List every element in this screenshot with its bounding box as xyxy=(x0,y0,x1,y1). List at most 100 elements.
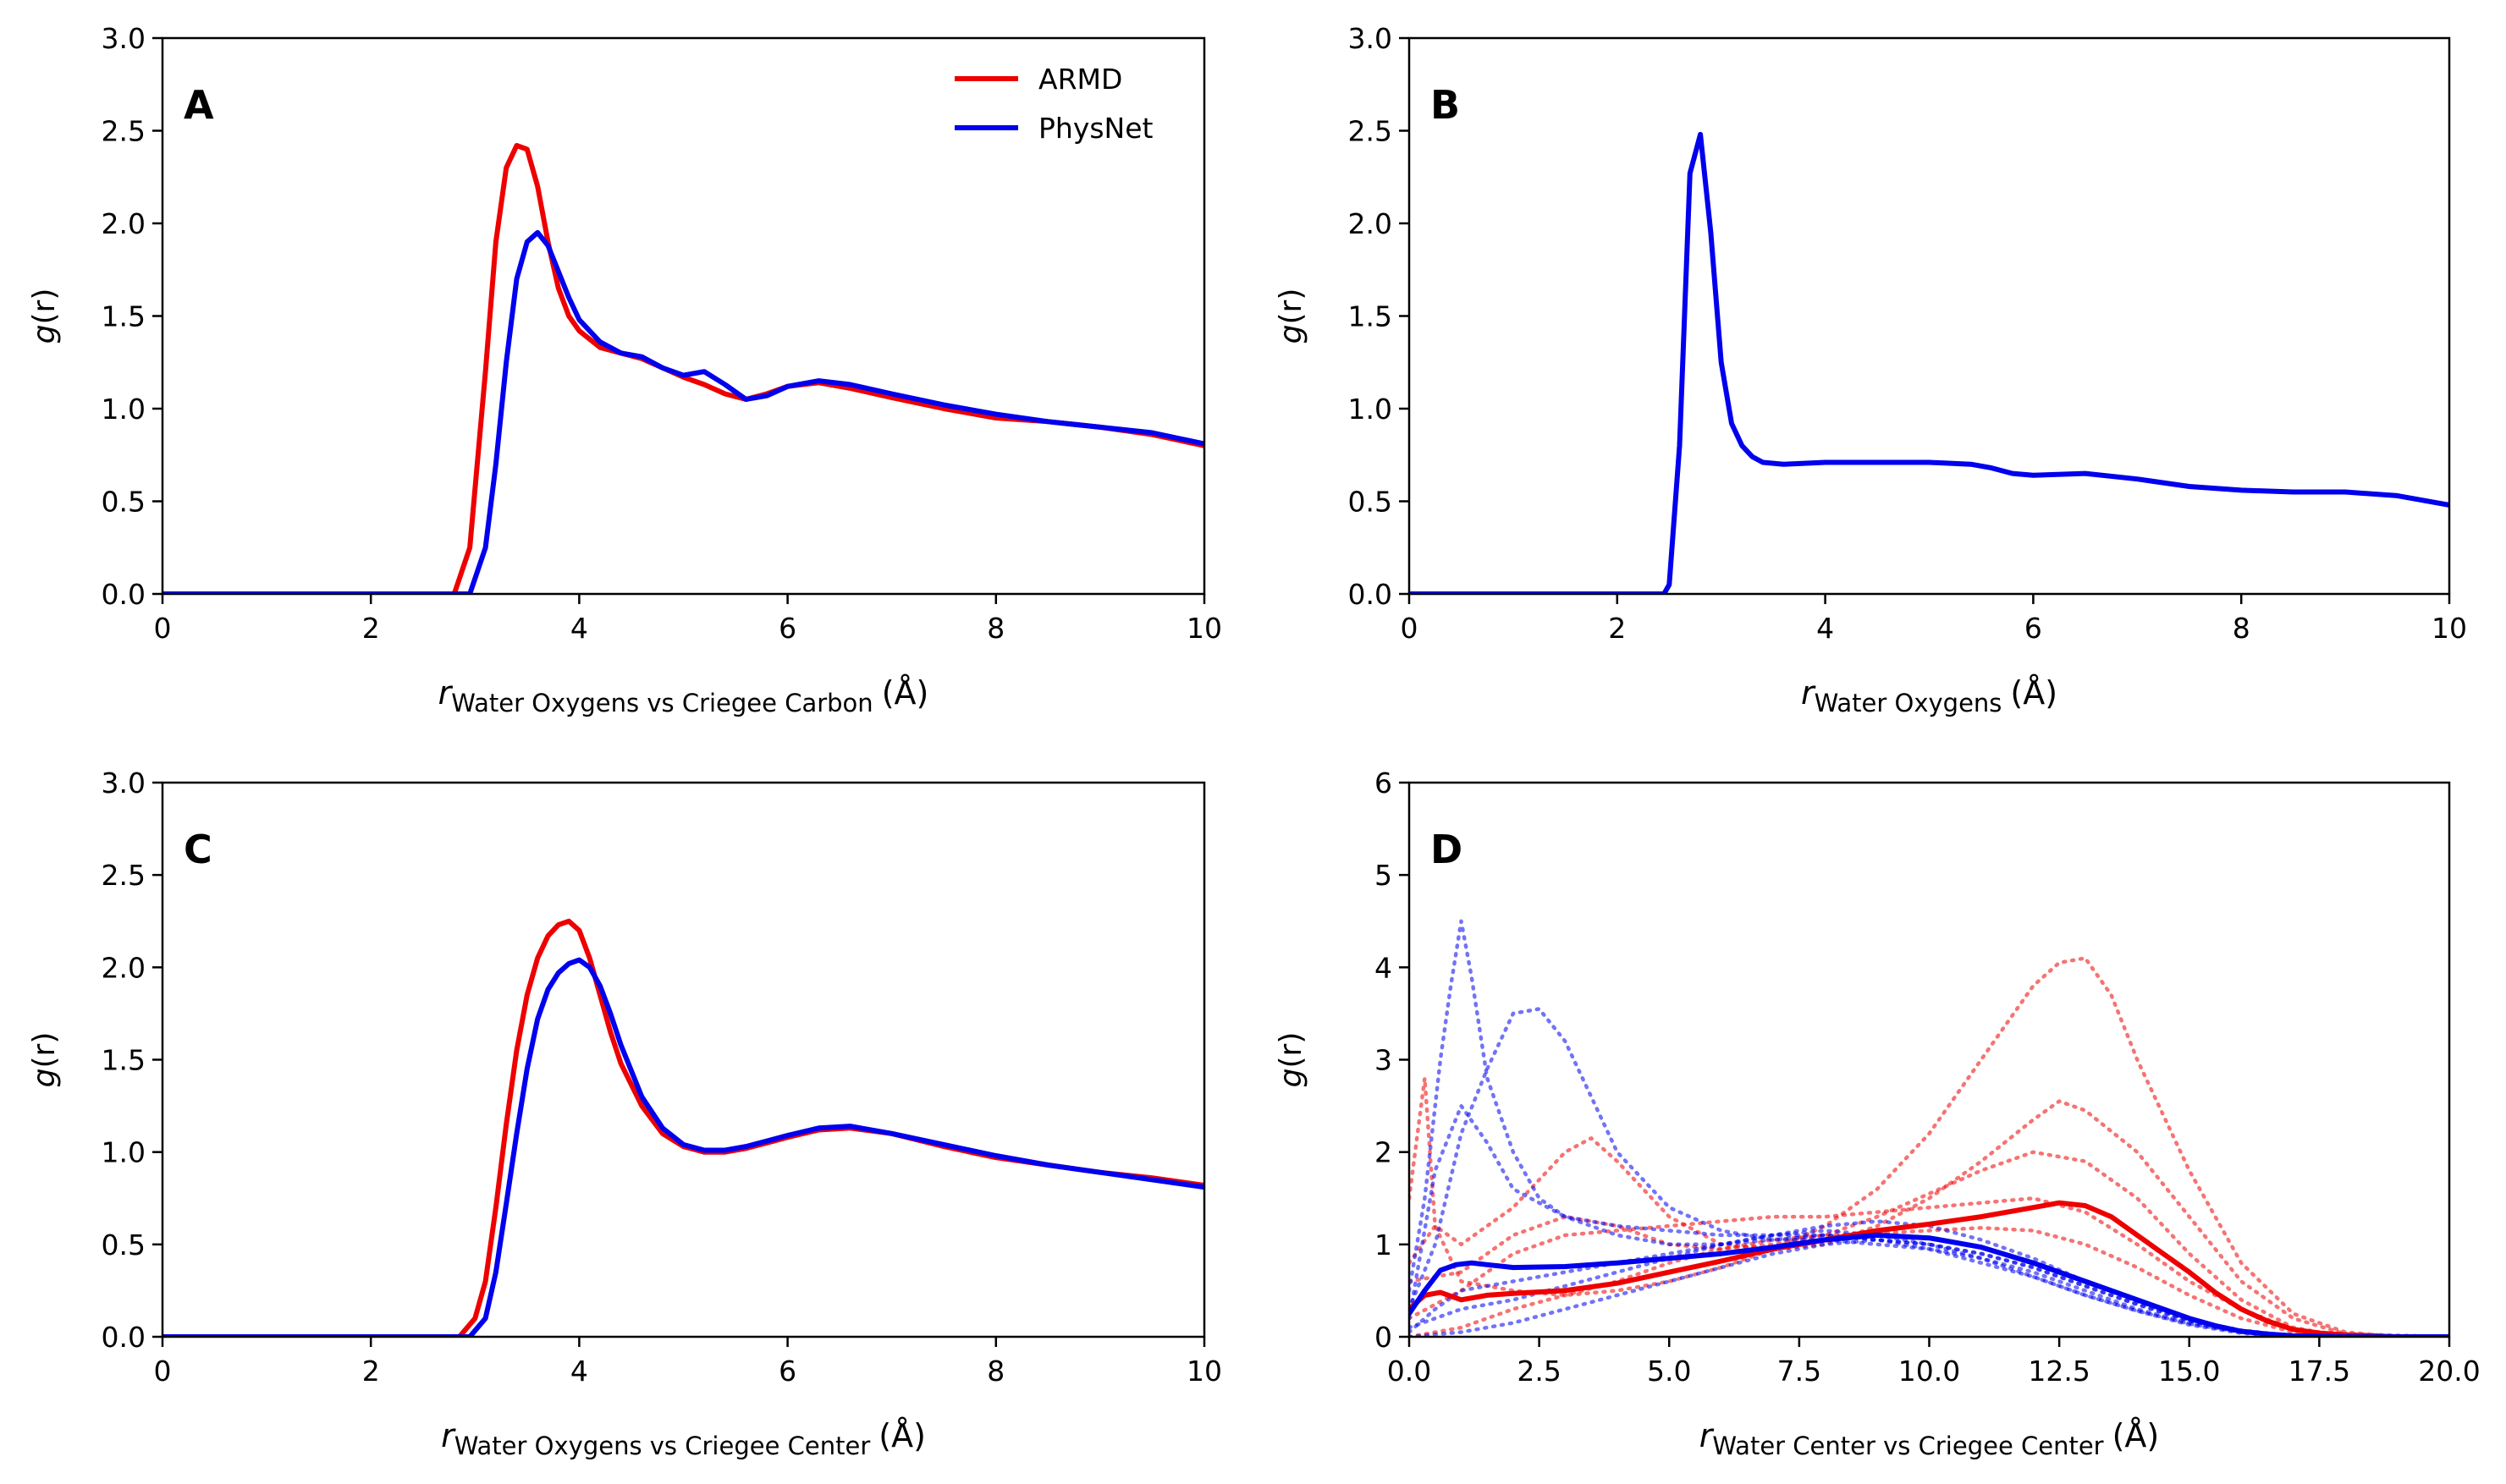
y-tick-label: 1.0 xyxy=(102,1136,146,1169)
x-tick-label: 6 xyxy=(2024,612,2042,645)
y-tick-label: 2.5 xyxy=(102,115,146,148)
y-tick-label: 2.0 xyxy=(102,951,146,984)
x-axis-label: rWater Oxygens vs Criegee Center (Å) xyxy=(441,1417,926,1460)
y-axis-label-symbol: g xyxy=(1274,1069,1308,1088)
x-tick-label: 8 xyxy=(987,1355,1005,1388)
y-tick-label: 0 xyxy=(1374,1321,1392,1354)
y-tick-label: 1.5 xyxy=(102,1044,146,1077)
panel-label: D xyxy=(1430,827,1462,872)
y-tick-label: 2.5 xyxy=(1348,115,1392,148)
x-tick-label: 0.0 xyxy=(1387,1355,1431,1388)
plot-area xyxy=(1409,919,2449,1337)
y-tick-label: 1.5 xyxy=(1348,300,1392,333)
series-line-armd-replica-dotted--6 xyxy=(1409,1225,2449,1337)
panel-label: C xyxy=(184,827,212,872)
y-tick-label: 5 xyxy=(1374,859,1392,892)
y-tick-label: 1.5 xyxy=(102,300,146,333)
y-tick-label: 0.5 xyxy=(1348,486,1392,519)
y-axis-label: g(r) xyxy=(1274,289,1308,344)
x-axis-label-subscript: Water Oxygens vs Criegee Center xyxy=(454,1432,871,1460)
x-tick-label: 2 xyxy=(362,1355,380,1388)
y-tick-label: 3.0 xyxy=(1348,22,1392,55)
y-axis-label-arg: (r) xyxy=(27,1032,62,1069)
x-axis-label-symbol: r xyxy=(1699,1417,1715,1454)
x-tick-label: 10 xyxy=(1187,1355,1222,1388)
y-tick-label: 0.5 xyxy=(102,486,146,519)
y-axis-label-arg: (r) xyxy=(1274,289,1308,325)
y-tick-label: 1 xyxy=(1374,1228,1392,1261)
series-line-armd-0 xyxy=(1409,1200,2449,1337)
x-tick-label: 2 xyxy=(1608,612,1626,645)
legend: ARMD PhysNet xyxy=(955,63,1154,145)
y-tick-label: 2 xyxy=(1374,1136,1392,1169)
x-tick-label: 8 xyxy=(2233,612,2250,645)
y-tick-label: 0.0 xyxy=(102,578,146,611)
series-line-physnet-1 xyxy=(162,957,1204,1337)
x-axis-label: rWater Oxygens (Å) xyxy=(1801,674,2057,717)
x-axis-label-unit: (Å) xyxy=(882,674,929,712)
plot-area xyxy=(1409,131,2449,594)
x-tick-label: 6 xyxy=(779,612,796,645)
series-line-armd-replica-dotted--2 xyxy=(1409,956,2449,1337)
y-tick-label: 6 xyxy=(1374,767,1392,800)
series-line-physnet-replica-dotted--9 xyxy=(1409,1103,2449,1337)
panel-b: 0 2 4 6 8 10 0.0 0.5 1.0 1.5 2.0 2.5 3.0 Bg(r) rWater … xyxy=(1274,22,2467,717)
y-tick-label: 3 xyxy=(1374,1044,1392,1077)
panel-label: B xyxy=(1430,82,1460,128)
series-line-armd-replica-dotted--5 xyxy=(1409,1196,2449,1337)
y-tick-label: 3.0 xyxy=(102,767,146,800)
y-tick-label: 0.5 xyxy=(102,1228,146,1261)
panels: 0 2 4 6 8 100.00.51.01.52.02.53.0Ag(r)rWater … xyxy=(27,22,2481,1460)
x-tick-label: 0 xyxy=(154,1355,172,1388)
x-tick-label: 4 xyxy=(570,1355,588,1388)
x-tick-label: 15.0 xyxy=(2158,1355,2220,1388)
series-line-physnet-0 xyxy=(1409,131,2449,594)
x-tick-label: 10.0 xyxy=(1898,1355,1960,1388)
x-axis-label-symbol: r xyxy=(1801,674,1816,712)
y-tick-label: 0.0 xyxy=(102,1321,146,1354)
y-axis-label-symbol: g xyxy=(27,325,62,344)
x-tick-label: 2.5 xyxy=(1517,1355,1561,1388)
x-axis-label-symbol: r xyxy=(438,674,454,712)
plot-area xyxy=(162,143,1204,594)
x-axis-label-unit: (Å) xyxy=(878,1417,926,1454)
x-tick-label: 2 xyxy=(362,612,380,645)
y-axis-label-arg: (r) xyxy=(1274,1032,1308,1069)
y-axis-label-symbol: g xyxy=(27,1069,62,1088)
y-tick-label: 3.0 xyxy=(102,22,146,55)
series-line-armd-replica-dotted--3 xyxy=(1409,1099,2449,1337)
x-tick-label: 4 xyxy=(570,612,588,645)
y-axis-label: g(r) xyxy=(27,289,62,344)
x-tick-label: 10 xyxy=(2432,612,2467,645)
y-axis-label: g(r) xyxy=(27,1032,62,1088)
x-axis-label-symbol: r xyxy=(441,1417,456,1454)
y-axis-label: g(r) xyxy=(1274,1032,1308,1088)
x-tick-label: 5.0 xyxy=(1647,1355,1691,1388)
y-tick-label: 1.0 xyxy=(1348,393,1392,426)
series-line-physnet-1 xyxy=(162,229,1204,594)
y-axis-label-arg: (r) xyxy=(27,289,62,325)
x-axis-label-unit: (Å) xyxy=(2010,674,2057,712)
x-tick-label: 0 xyxy=(154,612,172,645)
x-axis-label: rWater Center vs Criegee Center (Å) xyxy=(1699,1417,2160,1460)
legend-label: ARMD xyxy=(1038,63,1122,96)
x-axis-label-subscript: Water Oxygens xyxy=(1815,689,2002,717)
x-tick-label: 6 xyxy=(779,1355,796,1388)
x-tick-label: 17.5 xyxy=(2288,1355,2350,1388)
x-tick-label: 8 xyxy=(987,612,1005,645)
x-tick-label: 20.0 xyxy=(2418,1355,2480,1388)
x-tick-label: 4 xyxy=(1816,612,1834,645)
y-tick-label: 2.0 xyxy=(1348,207,1392,240)
panel-d: 0.0 2.5 5.0 7.5 10.0 12.5 15.0 17.5 20.0 0 1 2 3 4 5 6 D… xyxy=(1274,767,2481,1460)
panel-label: A xyxy=(184,82,214,128)
y-tick-label: 1.0 xyxy=(102,393,146,426)
x-tick-label: 7.5 xyxy=(1777,1355,1821,1388)
panel-a: 0 2 4 6 8 10 0.0 0.5 1.0 1.5 2.0 2.5 3.0 Ag(r) rWater … xyxy=(27,22,1222,717)
plot-area xyxy=(162,918,1204,1337)
x-tick-label: 12.5 xyxy=(2028,1355,2090,1388)
legend-label: PhysNet xyxy=(1038,112,1154,145)
x-axis-label: rWater Oxygens vs Criegee Carbon (Å) xyxy=(438,674,929,717)
series-line-physnet-1 xyxy=(1409,1232,2449,1337)
